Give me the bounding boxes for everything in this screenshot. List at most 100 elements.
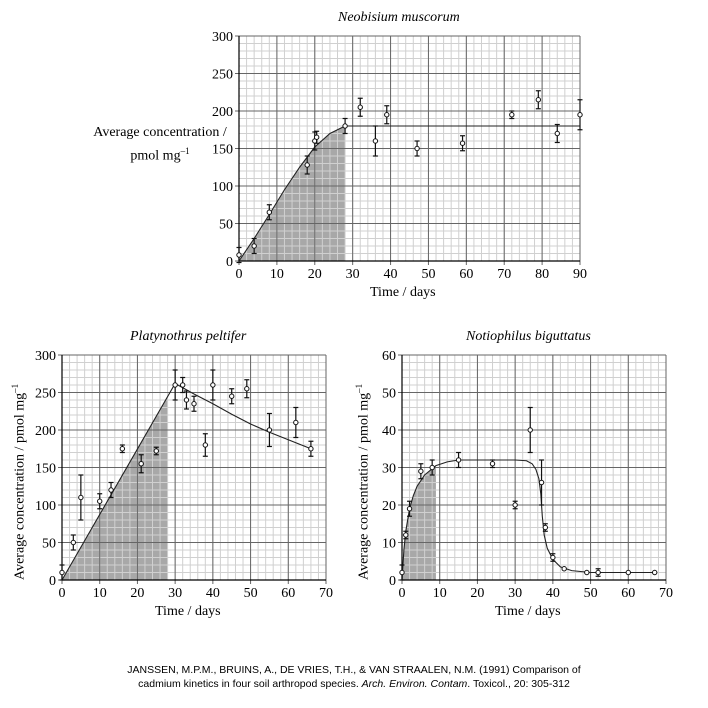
x-tick-label: 80 <box>535 267 549 282</box>
x-tick-label: 70 <box>319 586 333 601</box>
x-tick-label: 60 <box>459 267 473 282</box>
y-tick-label: 50 <box>382 387 396 402</box>
chart-3: 0 10 20 30 40 50 60 70 0 10 20 30 40 50 60 <box>382 349 673 601</box>
citation: JANSSEN, M.P.M., BRUINS, A., DE VRIES, T… <box>0 663 708 691</box>
shaded-area <box>402 465 436 580</box>
x-tick-label: 30 <box>508 586 522 601</box>
data-point <box>550 554 556 561</box>
chart3-ylabel-text: Average concentration / pmol mg <box>356 392 372 580</box>
x-tick-label: 10 <box>270 267 284 282</box>
x-tick-label: 10 <box>433 586 447 601</box>
data-point <box>202 442 209 448</box>
citation-journal: Arch. Environ. Contam <box>361 678 468 690</box>
data-point <box>577 112 583 118</box>
data-point <box>414 145 420 152</box>
data-point <box>308 446 314 452</box>
y-tick-label: 10 <box>382 537 396 552</box>
data-point <box>651 569 658 576</box>
data-point <box>251 243 257 249</box>
data-point <box>229 393 235 399</box>
data-point <box>138 461 144 467</box>
x-tick-label: 50 <box>584 586 598 601</box>
y-tick-label: 100 <box>35 499 56 514</box>
data-point <box>595 569 601 576</box>
chart-1: 0 10 20 30 40 50 60 70 80 90 0 50 100 150 200 250 300 <box>212 30 587 282</box>
data-point <box>236 252 242 258</box>
x-tick-label: 20 <box>470 586 484 601</box>
y-tick-label: 50 <box>219 218 233 233</box>
data-point <box>108 487 114 493</box>
y-tick-label: 0 <box>49 574 56 589</box>
x-tick-label: 20 <box>130 586 144 601</box>
chart3-ylabel-sup: –1 <box>354 383 364 393</box>
data-point <box>266 427 273 433</box>
y-tick-label: 150 <box>35 462 56 477</box>
data-point <box>119 446 126 452</box>
y-tick-label: 0 <box>389 574 396 589</box>
chart2-ylabel-text: Average concentration / pmol mg <box>12 392 28 580</box>
data-point <box>584 569 590 576</box>
data-point <box>459 140 466 146</box>
y-tick-label: 50 <box>42 537 56 552</box>
x-tick-label: 10 <box>93 586 107 601</box>
x-tick-label: 20 <box>308 267 322 282</box>
data-point <box>183 397 190 403</box>
x-tick-label: 30 <box>346 267 360 282</box>
data-point <box>403 532 409 538</box>
y-tick-label: 300 <box>35 349 56 364</box>
data-point <box>418 468 424 474</box>
data-point <box>342 123 348 129</box>
data-point <box>554 130 560 137</box>
data-point <box>489 461 496 467</box>
data-point <box>625 569 631 576</box>
x-tick-label: 0 <box>59 586 66 601</box>
y-tick-label: 20 <box>382 499 396 514</box>
data-point <box>535 97 542 103</box>
x-tick-label: 60 <box>281 586 295 601</box>
x-tick-label: 0 <box>399 586 406 601</box>
data-point <box>384 112 390 118</box>
citation-line2-pre: cadmium kinetics in four soil arthropod … <box>138 678 362 690</box>
fit-curve <box>401 459 655 581</box>
x-tick-label: 60 <box>621 586 635 601</box>
fit-curve <box>238 125 580 262</box>
x-tick-label: 0 <box>236 267 243 282</box>
x-tick-label: 50 <box>244 586 258 601</box>
data-point <box>561 566 567 572</box>
data-point <box>512 502 518 508</box>
data-point <box>304 162 310 168</box>
data-point <box>78 494 84 501</box>
data-point <box>406 506 413 512</box>
chart2-title: Platynothrus peltifer <box>130 329 247 344</box>
chart2-ylabel: Average concentration / pmol mg–1 <box>10 384 29 580</box>
y-tick-label: 0 <box>226 255 233 270</box>
data-point <box>372 138 379 144</box>
data-point <box>293 419 299 426</box>
chart3-xlabel: Time / days <box>495 604 561 619</box>
x-tick-label: 90 <box>573 267 587 282</box>
x-tick-label: 40 <box>546 586 560 601</box>
chart1-ylabel-text: Average concentration / pmol mg <box>93 125 227 164</box>
x-tick-label: 40 <box>384 267 398 282</box>
data-point <box>399 569 405 576</box>
data-point <box>266 209 273 215</box>
chart1-ylabel-sup: –1 <box>180 146 190 156</box>
data-point <box>97 498 103 504</box>
chart1-title: Neobisium muscorum <box>338 10 460 25</box>
chart2-xlabel: Time / days <box>155 604 221 619</box>
chart-2: 0 10 20 30 40 50 60 70 0 50 100 150 200 250 300 <box>35 349 333 601</box>
chart3-title: Notiophilus biguttatus <box>466 329 591 344</box>
y-tick-label: 250 <box>35 387 56 402</box>
chart3-ylabel: Average concentration / pmol mg–1 <box>354 384 373 580</box>
x-tick-label: 70 <box>659 586 673 601</box>
data-point <box>429 464 435 471</box>
chart1-xlabel: Time / days <box>370 285 436 300</box>
data-point <box>313 134 320 140</box>
data-point <box>191 401 197 407</box>
y-tick-label: 200 <box>212 105 233 120</box>
chart1-ylabel: Average concentration / pmol mg–1 <box>90 124 230 166</box>
citation-line2-post: . Toxicol., 20: 305-312 <box>467 678 570 690</box>
y-tick-label: 100 <box>212 180 233 195</box>
data-point <box>210 382 216 388</box>
